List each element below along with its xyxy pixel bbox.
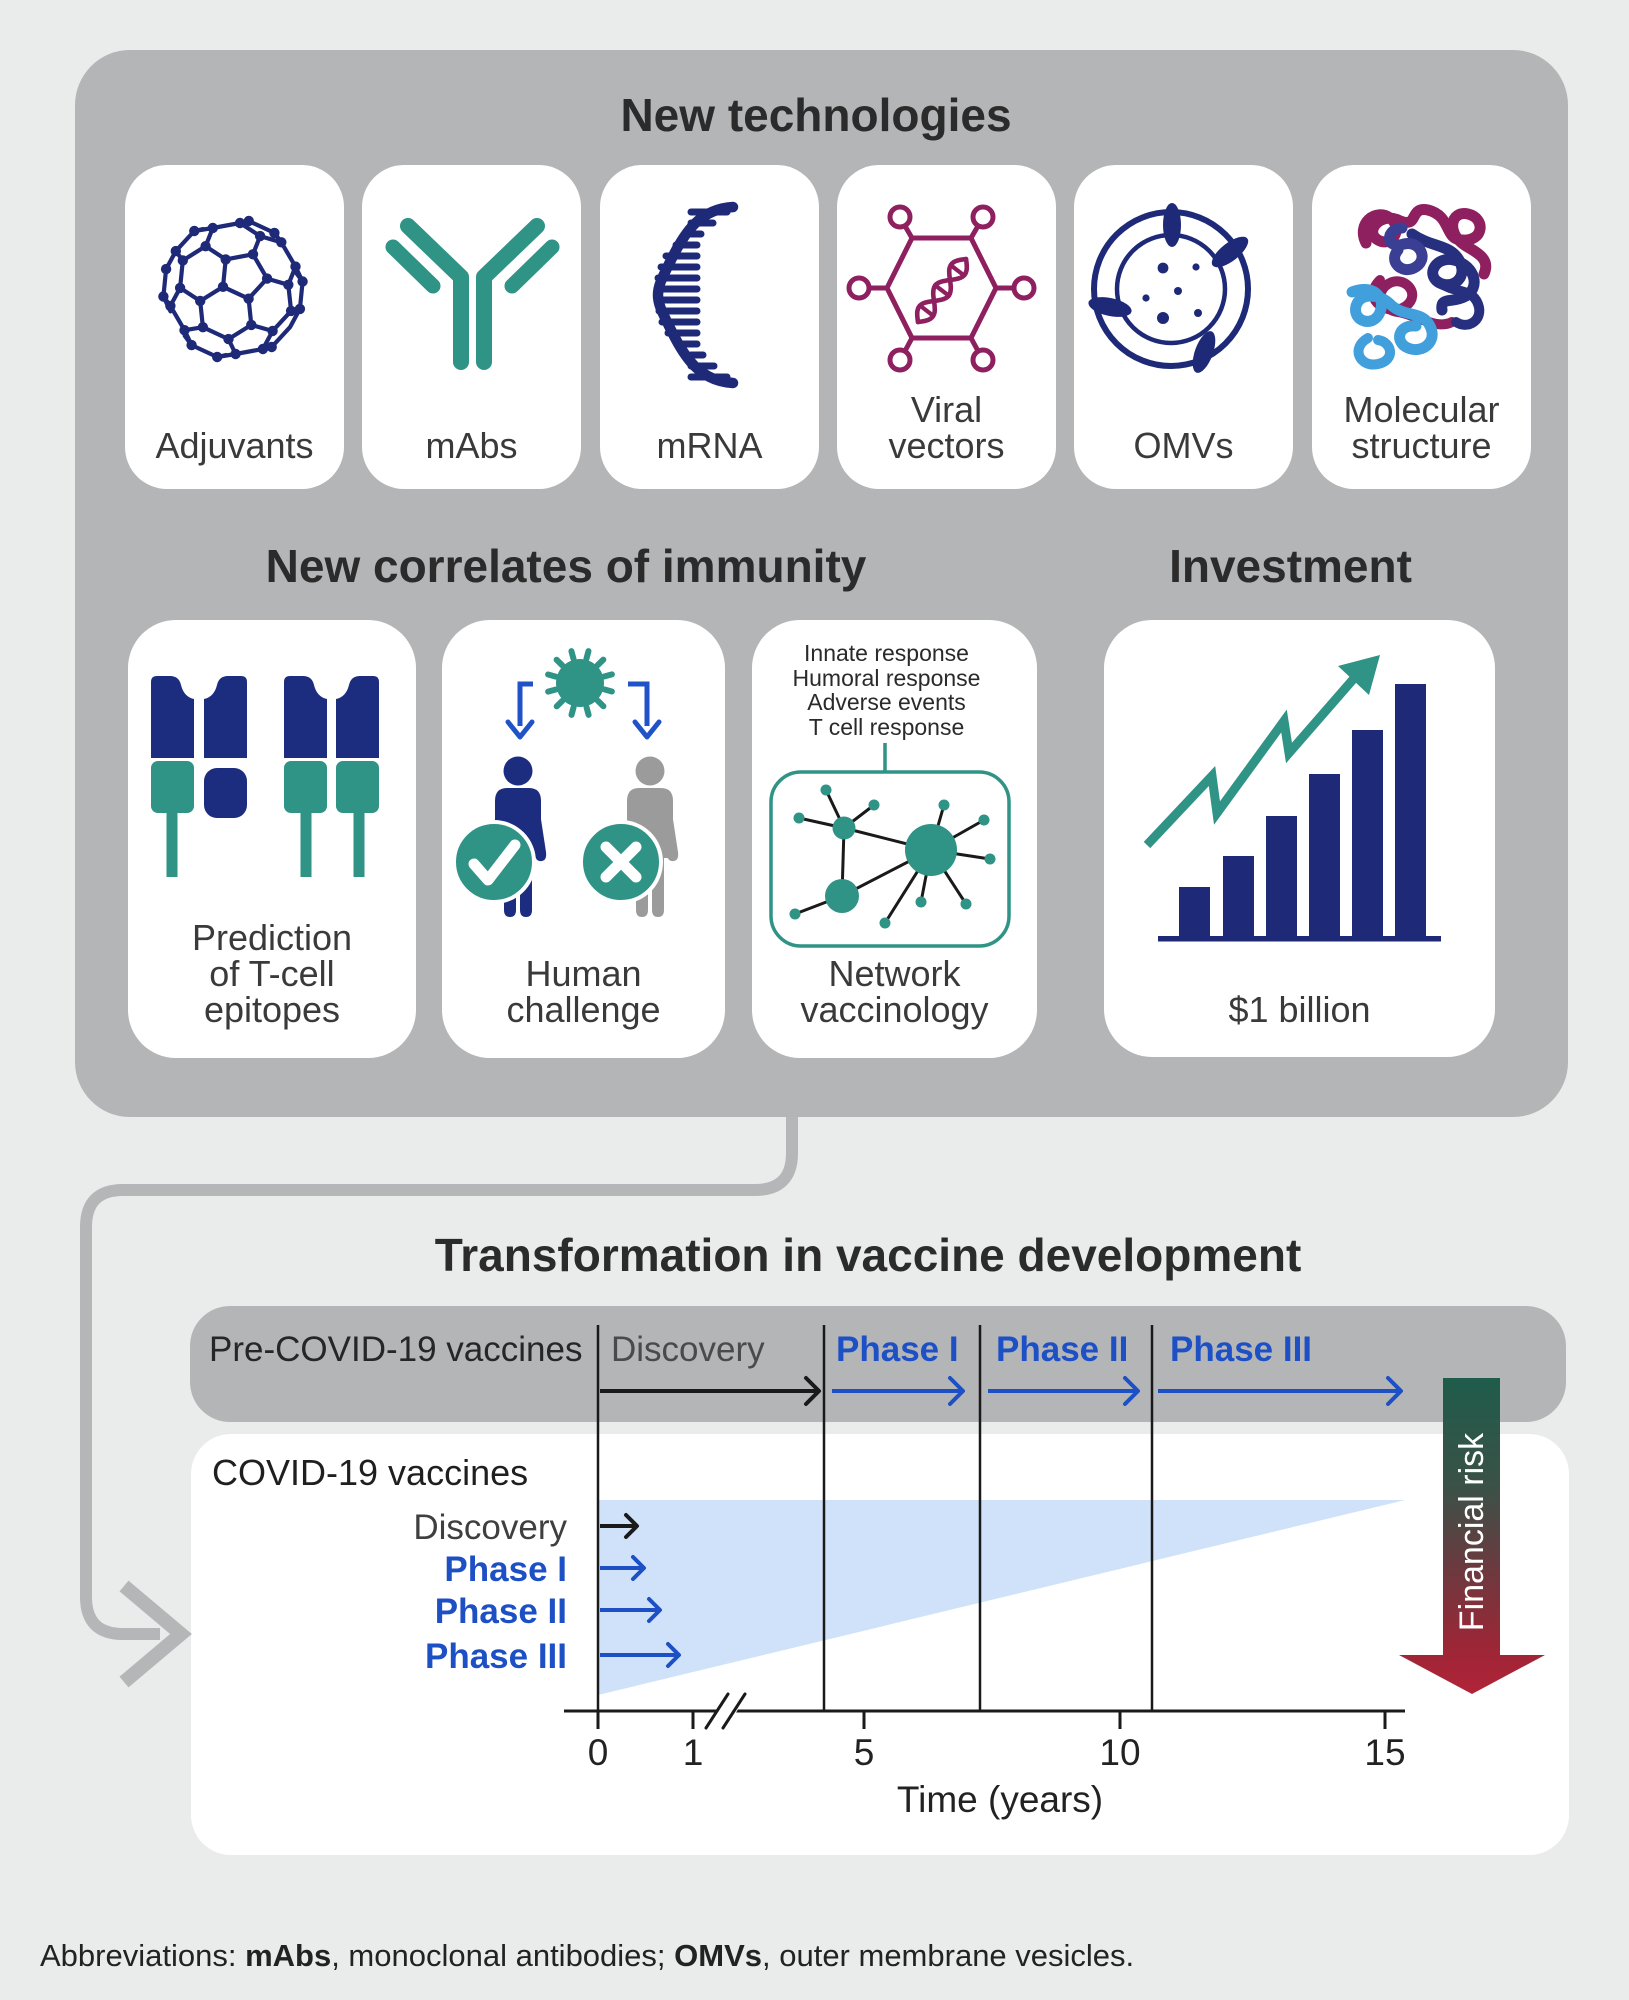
svg-text:Financial risk: Financial risk	[1453, 1432, 1491, 1631]
